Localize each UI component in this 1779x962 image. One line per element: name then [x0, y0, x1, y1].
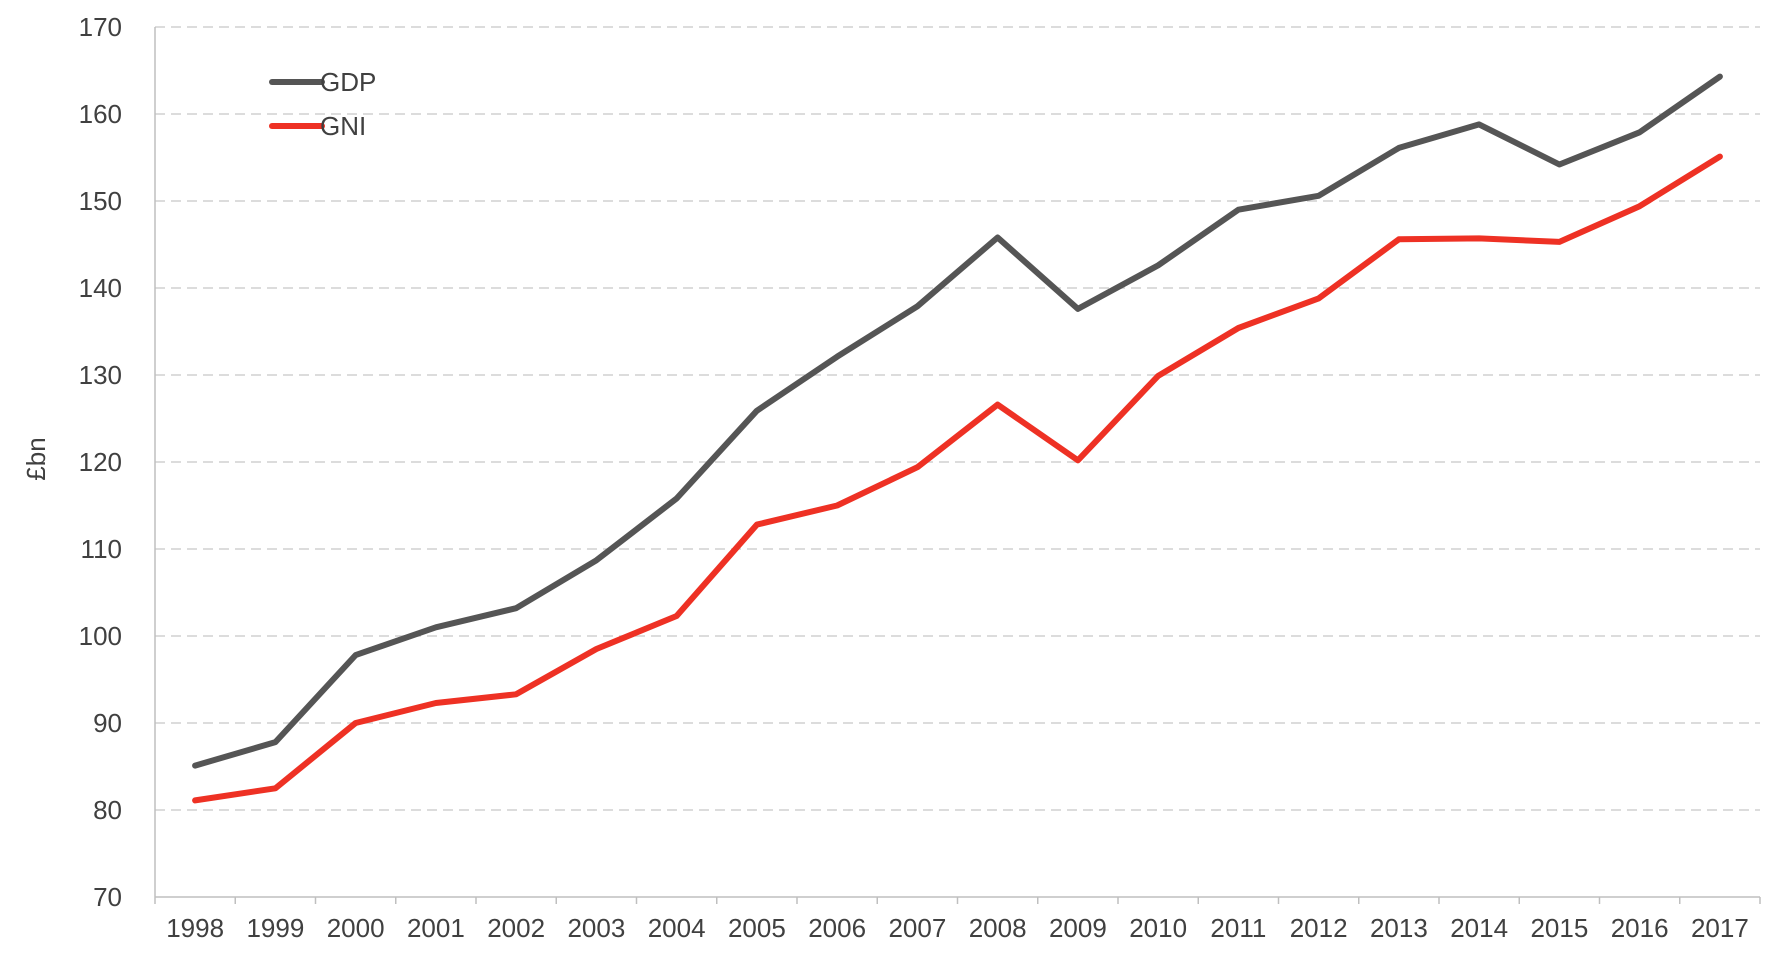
x-tick-label: 2015	[1530, 913, 1588, 943]
y-tick-label: 100	[79, 621, 122, 651]
y-tick-label: 120	[79, 447, 122, 477]
x-tick-label: 2008	[969, 913, 1027, 943]
y-tick-label: 90	[93, 708, 122, 738]
axes: 70 80 90 100 110 120 130 140 150 160 170 1998 1999 20…	[79, 12, 1761, 943]
y-axis-title: £bn	[21, 437, 51, 480]
y-tick-label: 80	[93, 795, 122, 825]
x-tick-label: 2000	[327, 913, 385, 943]
y-tick-label: 130	[79, 360, 122, 390]
y-tick-label: 140	[79, 273, 122, 303]
x-tick-label: 2009	[1049, 913, 1107, 943]
x-tick-label: 2016	[1611, 913, 1669, 943]
x-tick-label: 1998	[166, 913, 224, 943]
x-tick-label: 2014	[1450, 913, 1508, 943]
y-tick-label: 160	[79, 99, 122, 129]
x-tick-label: 2003	[567, 913, 625, 943]
series-line-gni	[192, 153, 1723, 804]
x-tick-label: 2012	[1290, 913, 1348, 943]
series-line-gdp	[192, 73, 1723, 769]
y-tick-label: 150	[79, 186, 122, 216]
x-tick-label: 2007	[888, 913, 946, 943]
legend-label-gni: GNI	[320, 111, 366, 141]
y-tick-label: 110	[81, 534, 122, 564]
x-tick-label: 2002	[487, 913, 545, 943]
x-tick-label: 2013	[1370, 913, 1428, 943]
y-tick-label: 70	[93, 882, 122, 912]
legend-label-gdp: GDP	[320, 67, 376, 97]
x-tick-label: 2010	[1129, 913, 1187, 943]
x-tick-label: 2011	[1210, 913, 1266, 943]
x-tick-label: 2001	[407, 913, 465, 943]
gridlines	[155, 26, 1760, 811]
legend: GDP GNI	[269, 67, 376, 141]
x-tick-label: 2004	[648, 913, 706, 943]
x-tick-label: 2006	[808, 913, 866, 943]
y-tick-label: 170	[79, 12, 122, 42]
x-tick-label: 2005	[728, 913, 786, 943]
x-tick-label: 2017	[1691, 913, 1749, 943]
x-tick-label: 1999	[246, 913, 304, 943]
series-lines	[192, 73, 1723, 804]
